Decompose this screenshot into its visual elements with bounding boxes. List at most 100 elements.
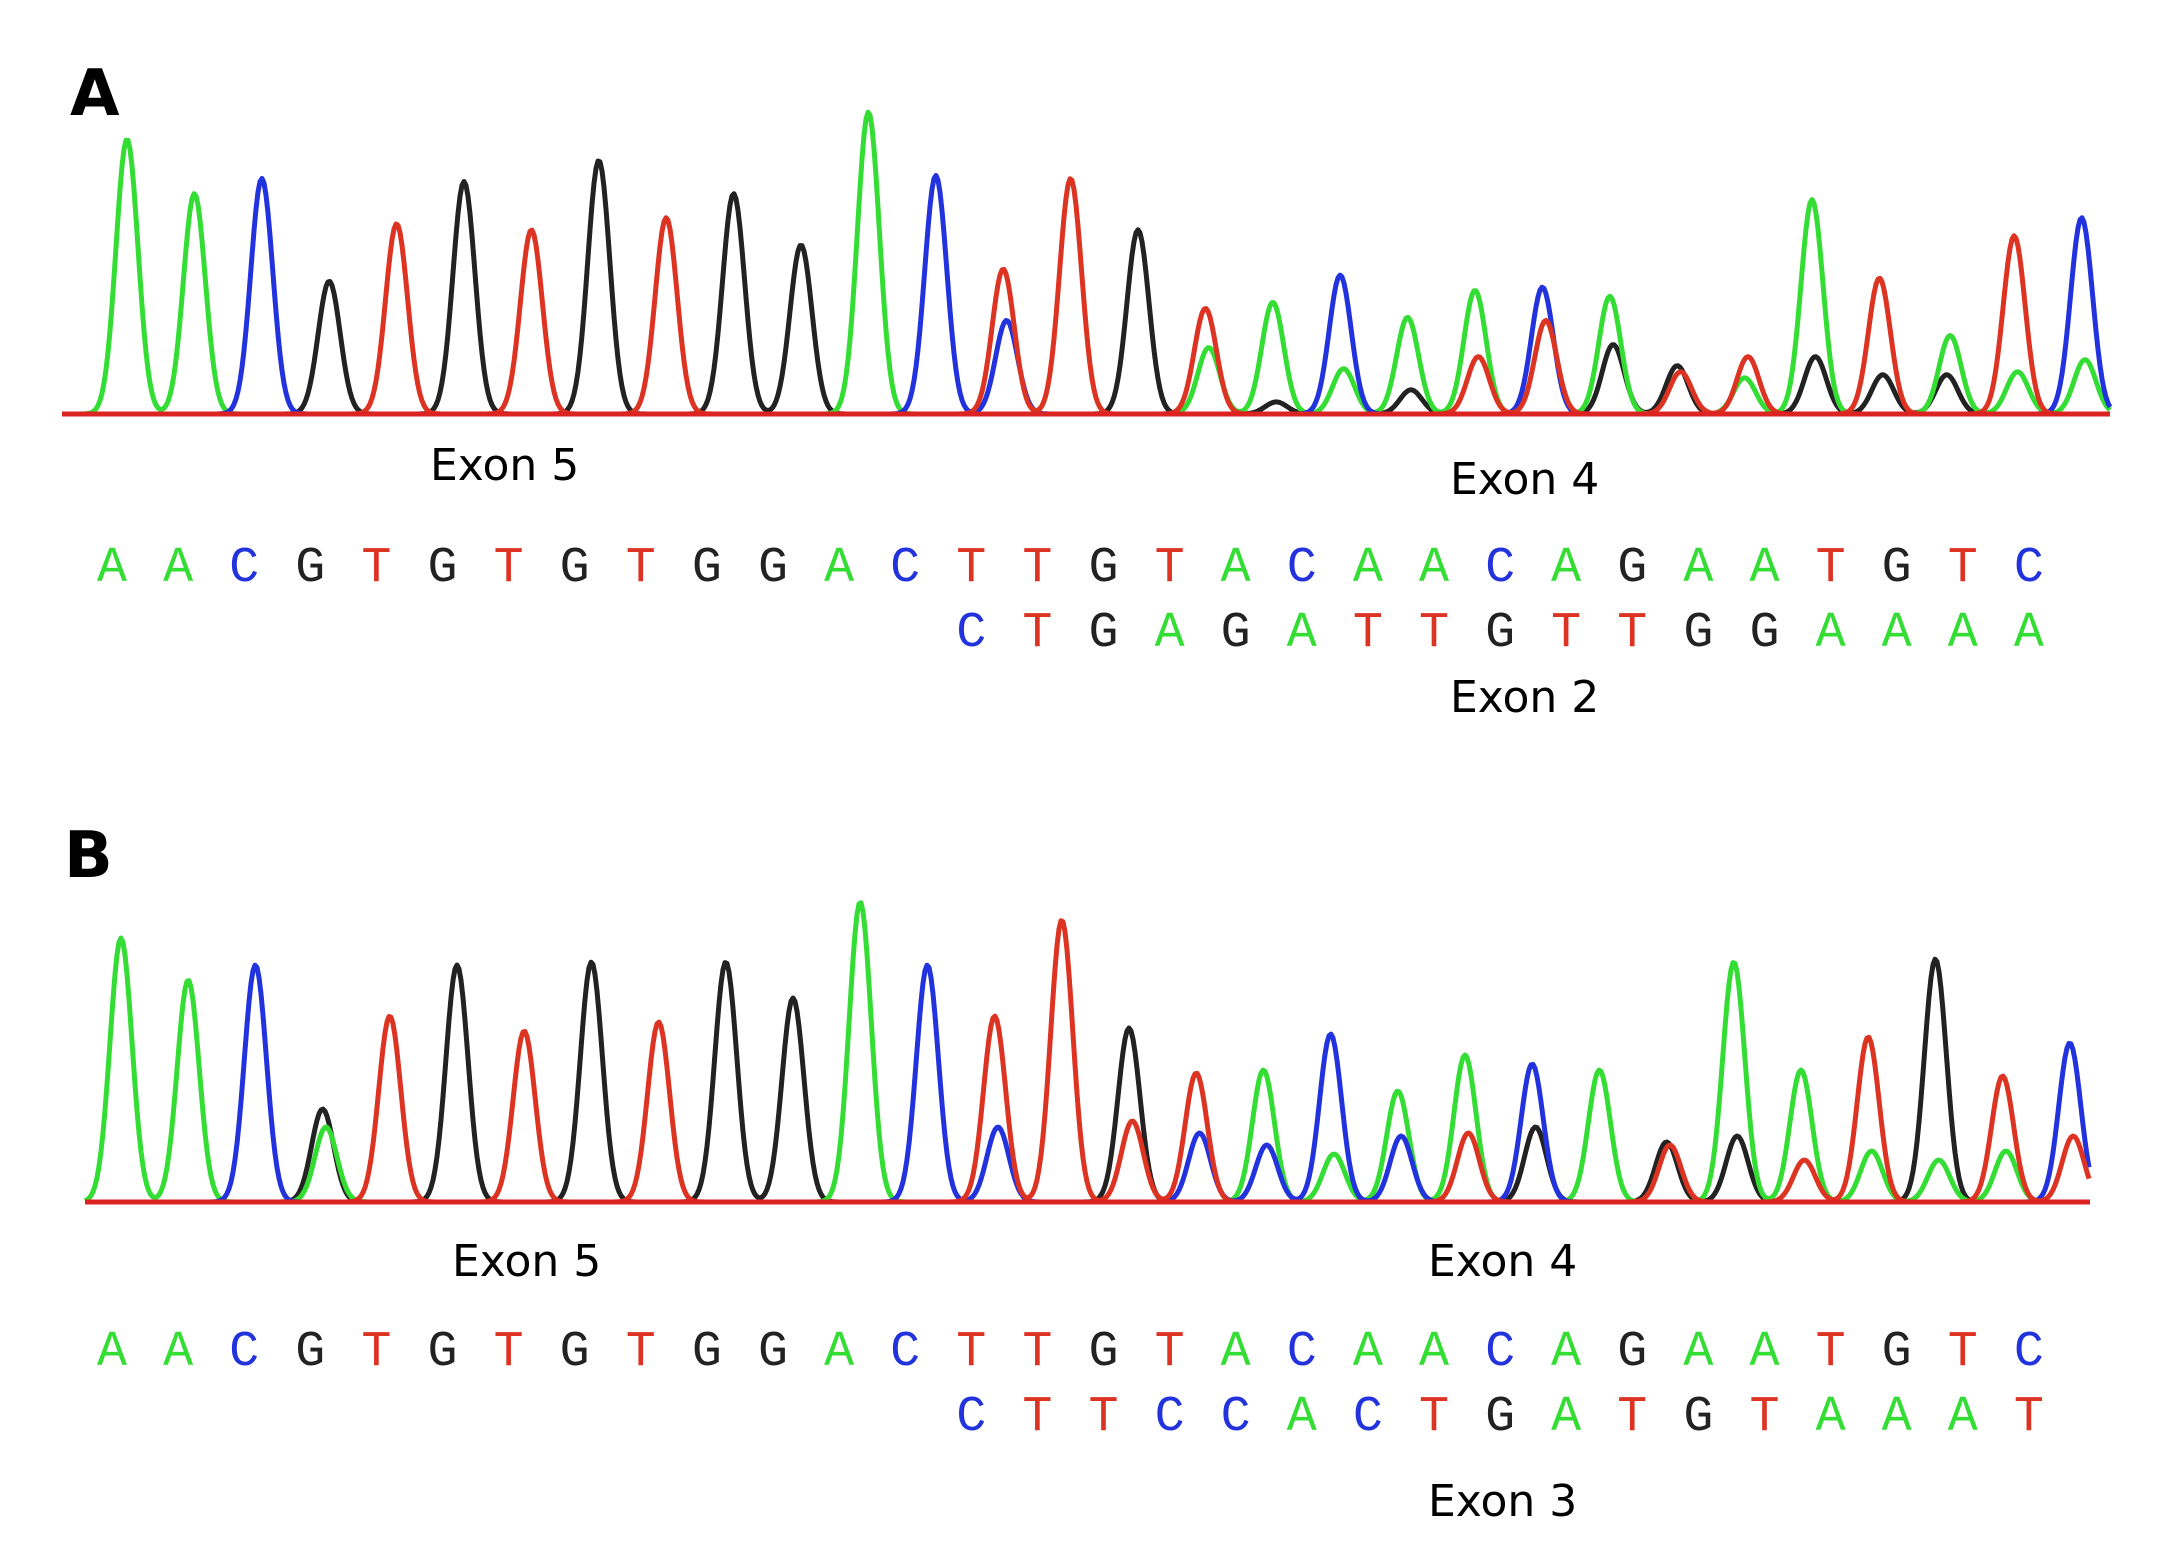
trace-A-line <box>83 900 2090 1205</box>
base-letter: T <box>956 540 987 597</box>
base-letter: G <box>295 1324 326 1381</box>
base-letter: C <box>229 540 260 597</box>
base-letter: T <box>1418 605 1449 662</box>
base-letter: A <box>96 1324 127 1381</box>
base-letter: C <box>890 540 921 597</box>
exon-label-top-left: Exon 5 <box>452 1236 602 1287</box>
base-letter: C <box>1154 1389 1185 1446</box>
base-letter: G <box>691 1324 722 1381</box>
base-letter: A <box>96 540 127 597</box>
base-letter: T <box>1352 605 1383 662</box>
base-letter: G <box>1683 1389 1714 1446</box>
panel-letter: B <box>64 819 113 893</box>
base-letter: A <box>1815 605 1846 662</box>
base-letter: C <box>890 1324 921 1381</box>
base-letter: A <box>1154 605 1185 662</box>
base-letter: C <box>1485 540 1516 597</box>
base-letter: A <box>163 540 194 597</box>
base-letter: T <box>1154 1324 1185 1381</box>
trace-G-line <box>84 956 2090 1205</box>
base-letter: T <box>1418 1389 1449 1446</box>
base-letter: A <box>1551 540 1582 597</box>
base-letter: A <box>1352 540 1383 597</box>
base-letter: G <box>1881 540 1912 597</box>
base-letter: T <box>1947 1324 1978 1381</box>
exon-label-bottom-right: Exon 3 <box>1428 1476 1578 1527</box>
base-letter: A <box>1683 540 1714 597</box>
base-letter: T <box>1551 605 1582 662</box>
base-letter: T <box>361 1324 392 1381</box>
base-letter: A <box>2013 605 2044 662</box>
base-letter: A <box>1418 1324 1449 1381</box>
base-letter: C <box>1352 1389 1383 1446</box>
base-letter: T <box>1022 540 1053 597</box>
base-letter: G <box>691 540 722 597</box>
base-letter: A <box>824 1324 855 1381</box>
base-letter: C <box>2013 540 2044 597</box>
base-letter: G <box>559 1324 590 1381</box>
base-letter: G <box>1485 1389 1516 1446</box>
base-letter: A <box>1220 540 1251 597</box>
base-letter: G <box>1617 1324 1648 1381</box>
base-letter: T <box>625 1324 656 1381</box>
base-letter: G <box>427 540 458 597</box>
base-letter: T <box>1947 540 1978 597</box>
base-letter: T <box>493 1324 524 1381</box>
trace-T-line <box>84 918 2092 1205</box>
base-letter: A <box>1881 605 1912 662</box>
base-letter: G <box>427 1324 458 1381</box>
base-letter: A <box>824 540 855 597</box>
exon-label-top-right: Exon 4 <box>1428 1236 1578 1287</box>
base-letter: T <box>1022 1389 1053 1446</box>
base-letter: A <box>1220 1324 1251 1381</box>
base-letter: A <box>163 1324 194 1381</box>
base-letter: G <box>1220 605 1251 662</box>
exon-label-top-right: Exon 4 <box>1450 454 1600 505</box>
base-letter: C <box>1220 1389 1251 1446</box>
base-letter: A <box>1749 540 1780 597</box>
trace-C-line <box>84 962 2092 1205</box>
trace-T-line <box>61 176 2111 417</box>
base-letter: T <box>1617 1389 1648 1446</box>
base-letter: T <box>2013 1389 2044 1446</box>
base-letter: C <box>1485 1324 1516 1381</box>
base-letter: G <box>757 1324 788 1381</box>
base-letter: A <box>1551 1389 1582 1446</box>
base-letter: A <box>1286 1389 1317 1446</box>
base-letter: G <box>295 540 326 597</box>
base-letter: C <box>1286 1324 1317 1381</box>
base-letter: A <box>1815 1389 1846 1446</box>
base-letter: A <box>1881 1389 1912 1446</box>
base-letter: G <box>1617 540 1648 597</box>
exon-label-bottom-right: Exon 2 <box>1450 672 1600 723</box>
panel-letter: A <box>70 57 120 131</box>
base-letter: C <box>229 1324 260 1381</box>
base-letter: G <box>1088 540 1119 597</box>
base-letter: A <box>1749 1324 1780 1381</box>
base-letter: A <box>1947 1389 1978 1446</box>
base-letter: G <box>1749 605 1780 662</box>
base-letter: T <box>1815 540 1846 597</box>
chromatogram-trace <box>61 109 2113 417</box>
base-letter: T <box>1154 540 1185 597</box>
exon-label-top-left: Exon 5 <box>430 440 580 491</box>
base-letter: A <box>1683 1324 1714 1381</box>
base-letter: T <box>1617 605 1648 662</box>
base-letter: G <box>1683 605 1714 662</box>
base-letter: G <box>757 540 788 597</box>
base-letter: T <box>1022 1324 1053 1381</box>
base-letter: A <box>1352 1324 1383 1381</box>
base-letter: C <box>1286 540 1317 597</box>
base-letter: T <box>1088 1389 1119 1446</box>
base-letter: T <box>1022 605 1053 662</box>
base-letter: G <box>1881 1324 1912 1381</box>
base-letter: G <box>1485 605 1516 662</box>
base-letter: G <box>559 540 590 597</box>
chromatogram-trace <box>83 900 2092 1205</box>
base-letter: T <box>625 540 656 597</box>
base-letter: C <box>956 605 987 662</box>
base-letter: C <box>2013 1324 2044 1381</box>
